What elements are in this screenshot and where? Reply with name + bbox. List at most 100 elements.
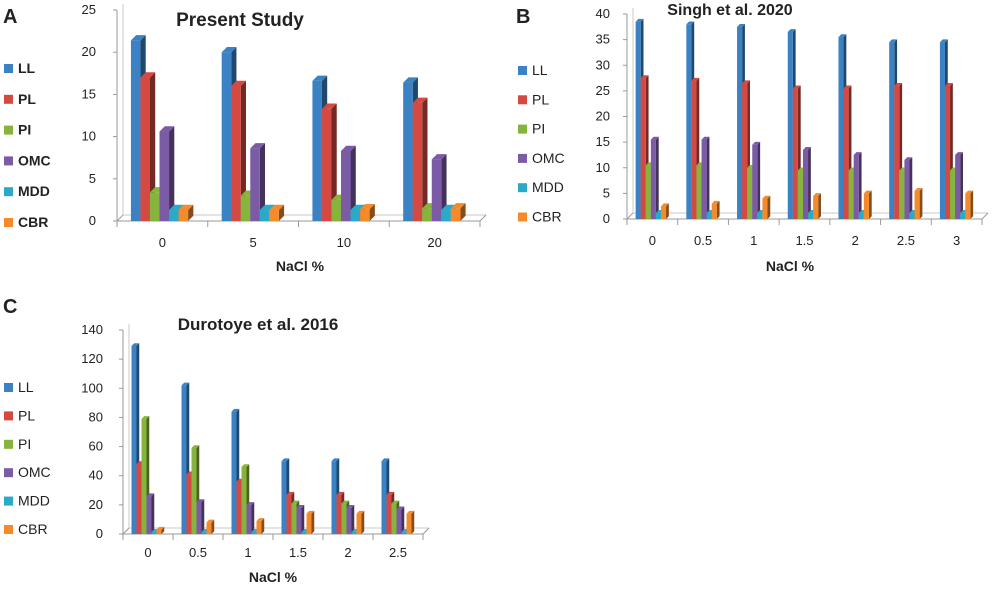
bar-top-pl <box>336 491 345 495</box>
bar-ll <box>221 52 232 222</box>
bar-omc <box>802 149 809 219</box>
bar-mdd <box>151 531 157 534</box>
bar-mdd <box>351 531 357 534</box>
bar-side-omc <box>259 143 266 221</box>
bar-side-omc <box>757 141 761 219</box>
legend-label-mdd: MDD <box>18 183 50 199</box>
bar-mdd <box>858 212 864 219</box>
bar-top-cbr <box>178 204 194 211</box>
legend-label-pl: PL <box>18 91 36 107</box>
bar-ll <box>312 80 322 221</box>
legend-label-ll: LL <box>18 379 34 395</box>
bar-top-pi <box>241 464 250 467</box>
bar-pl <box>231 85 241 222</box>
bar-top-cbr <box>360 203 375 210</box>
legend-swatch-mdd <box>518 183 527 193</box>
legend-swatch-pl <box>518 95 527 105</box>
legend-swatch-mdd <box>4 187 13 197</box>
x-tick-label: 2 <box>852 233 859 248</box>
legend-label-cbr: CBR <box>532 209 562 225</box>
y-tick-label: 0 <box>89 213 96 228</box>
chart-title: Durotoye et al. 2016 <box>178 315 339 334</box>
bar-side-cbr <box>411 510 415 534</box>
bar-top-pl <box>640 75 649 79</box>
x-axis-label: NaCl % <box>249 569 298 585</box>
bar-pi <box>950 170 956 219</box>
bar-omc <box>752 144 758 219</box>
bar-top-cbr <box>356 510 365 514</box>
bar-top-cbr <box>256 518 265 521</box>
bar-top-omc <box>752 141 761 145</box>
legend-swatch-cbr <box>4 525 13 534</box>
x-tick-label: 0.5 <box>189 545 207 560</box>
bar-omc <box>146 496 152 534</box>
bar-side-omc <box>301 505 305 534</box>
legend-label-pi: PI <box>18 122 31 138</box>
legend-label-mdd: MDD <box>532 179 564 195</box>
bar-pi <box>848 170 854 219</box>
bar-top-ll <box>403 77 418 83</box>
bar-top-cbr <box>660 203 669 207</box>
legend-swatch-pl <box>4 94 13 104</box>
bar-top-ll <box>939 39 948 43</box>
bar-top-pi <box>391 500 400 504</box>
bar-cbr <box>863 193 869 219</box>
bar-top-ll <box>737 24 745 27</box>
bar-pi <box>341 503 347 534</box>
y-tick-label: 140 <box>81 322 103 337</box>
y-tick-label: 20 <box>596 109 610 124</box>
bar-pl <box>386 494 392 534</box>
x-tick-label: 2.5 <box>389 545 407 560</box>
legend-label-pl: PL <box>532 91 549 107</box>
bar-pi <box>191 448 197 534</box>
bar-omc <box>196 501 202 534</box>
legend-swatch-ll <box>518 66 527 75</box>
bar-pi <box>797 170 803 219</box>
y-tick-label: 0 <box>96 526 103 541</box>
bar-side-cbr <box>460 203 466 221</box>
bar-side-cbr <box>716 200 720 219</box>
y-tick-label: 100 <box>81 380 103 395</box>
bar-cbr <box>206 522 212 534</box>
bar-top-pi <box>191 445 200 449</box>
chart-title: Singh et al. 2020 <box>667 2 792 19</box>
bar-side-omc <box>858 152 862 219</box>
bar-top-pi <box>141 416 150 419</box>
x-tick-label: 3 <box>953 233 960 248</box>
bar-ll <box>939 42 945 219</box>
x-axis-label: NaCl % <box>276 258 325 274</box>
bar-top-cbr <box>914 188 923 191</box>
bar-top-cbr <box>156 526 165 530</box>
bar-omc <box>701 139 707 219</box>
x-tick-label: 5 <box>250 235 257 250</box>
bar-pl <box>640 78 646 219</box>
bar-side-cbr <box>868 190 872 219</box>
bar-pi <box>696 165 702 219</box>
bar-top-omc <box>431 154 447 160</box>
legend-swatch-cbr <box>518 212 527 222</box>
x-tick-label: 10 <box>337 235 351 250</box>
y-tick-label: 120 <box>81 351 103 366</box>
x-tick-label: 0.5 <box>694 233 712 248</box>
bar-ll <box>231 411 237 534</box>
bar-top-omc <box>196 499 205 502</box>
bar-top-ll <box>787 29 796 32</box>
bar-side-cbr <box>261 518 265 534</box>
y-tick-label: 80 <box>89 409 103 424</box>
y-tick-label: 0 <box>603 211 610 226</box>
bar-cbr <box>156 529 162 534</box>
bar-side-pl <box>422 97 428 221</box>
bar-top-cbr <box>406 510 415 514</box>
bar-top-ll <box>838 34 847 38</box>
legend-label-cbr: CBR <box>18 521 48 537</box>
bar-top-pl <box>691 77 700 81</box>
bar-pl <box>286 494 292 534</box>
bar-top-pl <box>412 97 428 103</box>
bar-top-mdd <box>350 204 366 211</box>
bar-side-cbr <box>767 195 771 219</box>
bar-pl <box>691 80 697 219</box>
floor-right-edge <box>981 212 989 220</box>
bar-cbr <box>762 198 768 219</box>
bar-top-omc <box>146 493 155 497</box>
y-tick-label: 40 <box>596 6 610 21</box>
